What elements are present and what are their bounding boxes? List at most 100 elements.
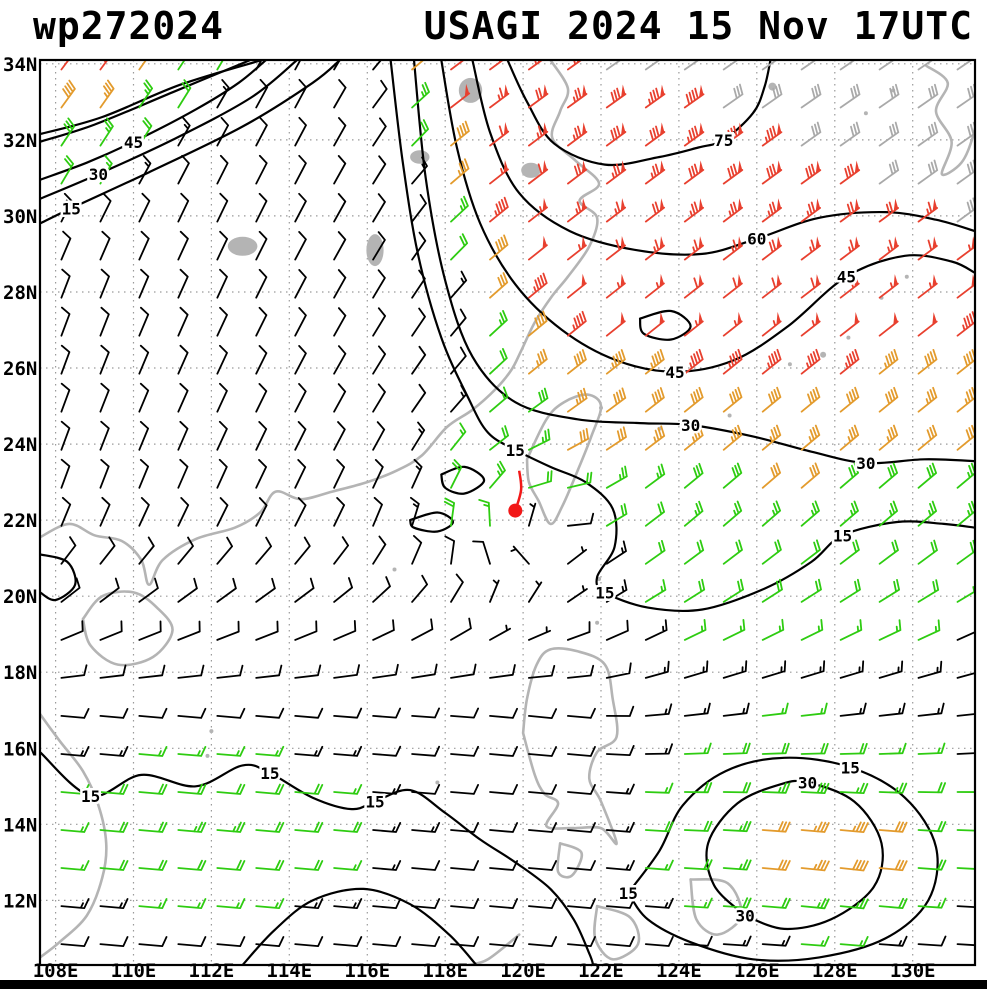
wind-barb-set	[60, 60, 975, 872]
storm-marker	[508, 470, 523, 518]
lon-tick-label: 128E	[812, 960, 858, 982]
island-dot	[787, 362, 792, 367]
isotach-label: 15	[619, 884, 638, 903]
lake	[227, 236, 258, 256]
lon-tick-label: 130E	[890, 960, 936, 982]
isotach-contour	[40, 553, 77, 602]
lon-tick-label: 110E	[111, 960, 157, 982]
isotach-contour	[440, 465, 486, 495]
lat-tick-label: 20N	[3, 586, 37, 608]
lon-tick-label: 122E	[578, 960, 624, 982]
isotach-label: 30	[798, 774, 817, 793]
lat-tick-label: 22N	[3, 510, 37, 532]
lon-tick-label: 114E	[266, 960, 312, 982]
isotach-contour	[471, 60, 975, 256]
isotach-label: 45	[837, 268, 856, 287]
isotach-label: 30	[735, 907, 754, 926]
island-dot	[846, 335, 851, 340]
island-dot	[768, 82, 777, 91]
lon-tick-label: 108E	[33, 960, 79, 982]
isotach-contour	[627, 756, 939, 962]
island-dot	[209, 729, 214, 734]
island-dot	[684, 424, 689, 429]
isotach-label: 15	[595, 583, 614, 602]
island-dot	[727, 413, 732, 418]
isotach-label: 15	[260, 764, 279, 783]
island-dot	[599, 405, 603, 410]
coastline	[689, 878, 743, 936]
isotach-contour	[506, 60, 772, 167]
wind-barbs	[60, 60, 975, 947]
lake	[366, 234, 384, 267]
axis-tick-labels: 12N 14N 16N 18N 20N 22N 24N 26N 28N 30N 32N 34N 108E…	[3, 54, 936, 982]
lat-tick-label: 16N	[3, 738, 37, 760]
storm-center-dot	[508, 503, 523, 518]
isotach-contour	[40, 60, 298, 200]
bottom-bar	[0, 980, 987, 989]
wind-barb-set	[605, 60, 975, 223]
isotach-contour	[409, 511, 455, 533]
island-dot	[863, 111, 868, 116]
isotach-label: 75	[714, 131, 733, 150]
isotach-label: 15	[62, 199, 81, 218]
isotach-label: 60	[747, 230, 766, 249]
isotach-label: 15	[506, 441, 525, 460]
isotach-label: 15	[833, 526, 852, 545]
isotach-label: 15	[841, 758, 860, 777]
lat-tick-label: 32N	[3, 130, 37, 152]
isotach-label: 30	[681, 416, 700, 435]
lat-tick-label: 14N	[3, 814, 37, 836]
island-dot	[820, 351, 827, 358]
wind-barb-set	[60, 60, 975, 375]
map-frame	[38, 58, 977, 967]
isotach-contour	[389, 60, 975, 613]
isotach-contour	[440, 60, 975, 373]
wind-barb-set	[60, 60, 975, 947]
isotach-contour	[412, 60, 975, 465]
island-dot	[205, 753, 210, 758]
isotach-label: 30	[856, 454, 875, 473]
coastline	[81, 590, 174, 667]
lake	[410, 150, 430, 164]
isotach-label: 15	[81, 787, 100, 806]
coastline	[925, 64, 975, 177]
isotach-contour	[40, 60, 263, 136]
isotach-contour	[40, 751, 595, 965]
lat-tick-label: 24N	[3, 434, 37, 456]
lon-tick-label: 120E	[500, 960, 546, 982]
lat-tick-label: 12N	[3, 890, 37, 912]
island-dot	[595, 620, 600, 625]
lat-lon-grid	[40, 60, 975, 965]
coastline	[593, 904, 641, 961]
coastlines	[40, 60, 975, 965]
contour-labels: 75 60 45 45 30 30 15 15 15 45 30 15 15 15 15 15 15 30 30	[59, 128, 878, 928]
lat-tick-label: 30N	[3, 206, 37, 228]
coastline	[556, 842, 584, 879]
coastline	[525, 393, 603, 526]
lon-tick-label: 112E	[189, 960, 235, 982]
coastline	[521, 647, 619, 846]
coastline	[40, 712, 108, 959]
isotach-label: 45	[665, 363, 684, 382]
lat-tick-label: 28N	[3, 282, 37, 304]
isotach-contour	[40, 60, 267, 181]
isotach-contour	[638, 309, 692, 341]
island-dot	[435, 780, 440, 785]
island-dot	[392, 567, 397, 572]
lon-tick-label: 124E	[656, 960, 702, 982]
lake	[521, 162, 541, 178]
isotach-label: 15	[365, 793, 384, 812]
isotach-contour	[241, 887, 478, 965]
coastline	[40, 60, 601, 586]
wind-barb-set	[60, 60, 975, 947]
lon-tick-label: 118E	[422, 960, 468, 982]
lon-tick-label: 126E	[734, 960, 780, 982]
island-dot	[904, 274, 909, 279]
isotach-label: 30	[89, 165, 108, 184]
lat-tick-label: 34N	[3, 54, 37, 76]
isotach-label: 45	[124, 133, 143, 152]
island-dot	[597, 577, 602, 581]
isotach-contour	[705, 779, 884, 931]
